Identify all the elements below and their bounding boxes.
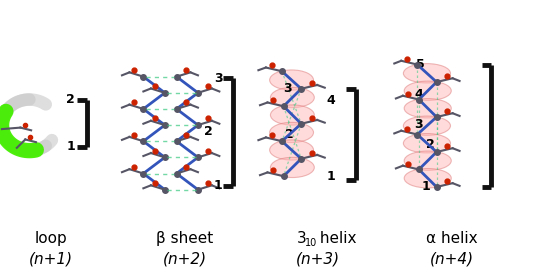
Ellipse shape — [270, 140, 314, 160]
Text: 10: 10 — [305, 238, 317, 248]
Ellipse shape — [270, 122, 314, 143]
Text: α helix: α helix — [426, 231, 478, 246]
Text: 5: 5 — [416, 58, 424, 71]
Text: 1: 1 — [326, 170, 335, 183]
Ellipse shape — [271, 87, 315, 108]
Ellipse shape — [404, 168, 452, 188]
Ellipse shape — [270, 70, 314, 90]
Text: helix: helix — [315, 231, 356, 246]
Ellipse shape — [404, 81, 452, 101]
Text: 3: 3 — [296, 231, 306, 246]
Text: 1: 1 — [66, 140, 75, 153]
Text: (n+2): (n+2) — [163, 251, 207, 266]
Text: 2: 2 — [426, 138, 435, 151]
Text: 2: 2 — [285, 128, 293, 141]
Text: (n+1): (n+1) — [29, 251, 73, 266]
Text: (n+4): (n+4) — [430, 251, 474, 266]
Ellipse shape — [404, 99, 452, 118]
Ellipse shape — [403, 116, 450, 136]
Text: loop: loop — [34, 231, 67, 246]
Ellipse shape — [404, 151, 452, 171]
Text: 3: 3 — [415, 118, 423, 131]
Ellipse shape — [271, 105, 315, 125]
Text: 2: 2 — [66, 93, 75, 106]
Text: β sheet: β sheet — [156, 231, 213, 246]
Text: 3: 3 — [284, 82, 292, 95]
Ellipse shape — [403, 133, 450, 153]
Text: 1: 1 — [422, 180, 431, 193]
Text: 4: 4 — [326, 94, 335, 107]
Ellipse shape — [271, 157, 315, 178]
Text: (n+3): (n+3) — [296, 251, 340, 266]
Text: 4: 4 — [415, 88, 423, 101]
Text: 2: 2 — [204, 125, 213, 138]
Text: 3: 3 — [214, 72, 223, 84]
Ellipse shape — [403, 63, 450, 83]
Text: 1: 1 — [214, 179, 223, 192]
